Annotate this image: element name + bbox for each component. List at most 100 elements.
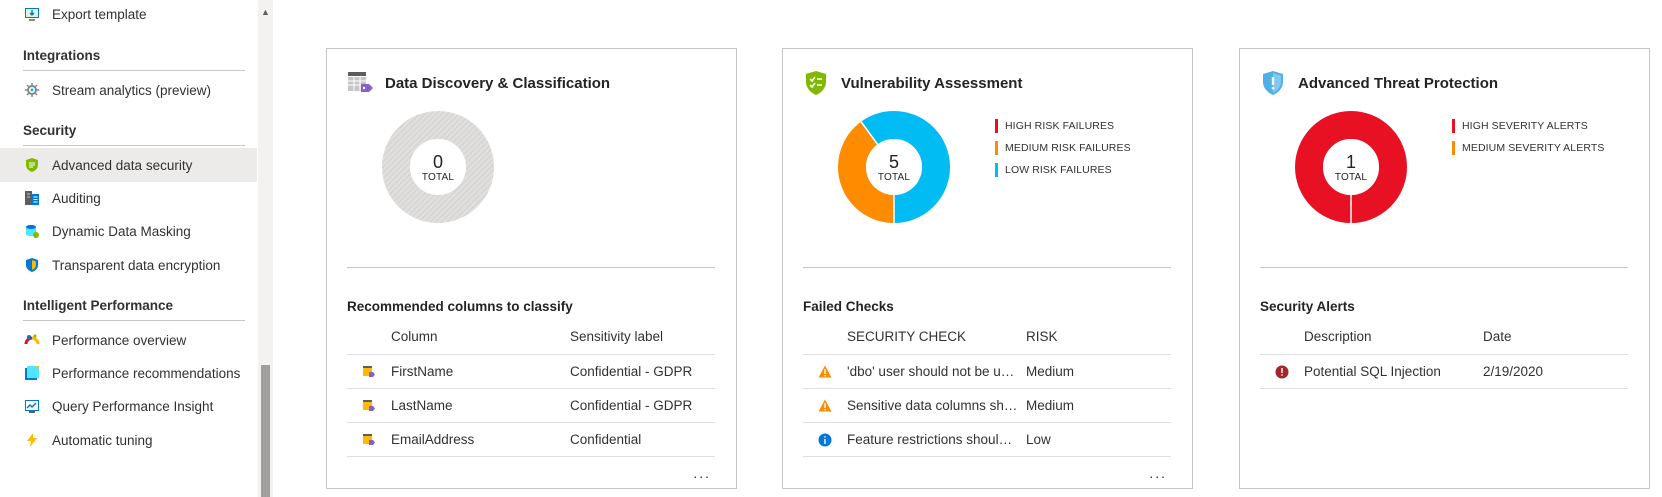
card-title: Vulnerability Assessment bbox=[841, 74, 1023, 92]
donut-total-value: 5 bbox=[888, 151, 899, 172]
sidebar-item-transparent-data-encryption[interactable]: Transparent data encryption bbox=[0, 248, 257, 282]
legend-item-low-risk[interactable]: LOW RISK FAILURES bbox=[995, 159, 1131, 181]
sidebar-item-label: Advanced data security bbox=[52, 157, 193, 173]
donut-total-label: TOTAL bbox=[877, 171, 911, 183]
recommended-columns-table: Column Sensitivity label FirstName Confi… bbox=[347, 319, 715, 457]
sidebar-scrollbar[interactable]: ▲ bbox=[258, 0, 273, 497]
sidebar-item-dynamic-data-masking[interactable]: Dynamic Data Masking bbox=[0, 214, 257, 248]
section-title: Security Alerts bbox=[1260, 299, 1355, 314]
donut-total-label: TOTAL bbox=[1334, 171, 1368, 183]
table-header-row: Column Sensitivity label bbox=[347, 319, 715, 355]
column-tag-icon bbox=[347, 433, 391, 447]
card-divider bbox=[803, 267, 1171, 268]
table-row[interactable]: FirstName Confidential - GDPR bbox=[347, 355, 715, 389]
column-tag-icon bbox=[347, 365, 391, 379]
table-row[interactable]: Feature restrictions should be enabled L… bbox=[803, 423, 1171, 457]
info-icon bbox=[803, 433, 847, 447]
chart-legend: HIGH SEVERITY ALERTS MEDIUM SEVERITY ALE… bbox=[1452, 115, 1604, 159]
table-header-row: Description Date bbox=[1260, 319, 1628, 355]
donut-total-value: 0 bbox=[432, 151, 443, 172]
chart-legend: HIGH RISK FAILURES MEDIUM RISK FAILURES … bbox=[995, 115, 1131, 181]
legend-item-medium-severity[interactable]: MEDIUM SEVERITY ALERTS bbox=[1452, 137, 1604, 159]
warning-icon bbox=[803, 399, 847, 412]
table-row[interactable]: Potential SQL Injection 2/19/2020 bbox=[1260, 355, 1628, 389]
sidebar-item-automatic-tuning[interactable]: Automatic tuning bbox=[0, 423, 257, 457]
donut-total-label: TOTAL bbox=[421, 171, 455, 183]
sidebar-section-security: Security bbox=[23, 123, 245, 146]
data-discovery-classification-card[interactable]: Data Discovery & Classification 0 TOTAL … bbox=[326, 48, 737, 489]
section-title: Failed Checks bbox=[803, 299, 894, 314]
section-title: Recommended columns to classify bbox=[347, 299, 573, 314]
scroll-up-arrow-icon[interactable]: ▲ bbox=[261, 6, 270, 17]
vulnerability-donut-chart bbox=[838, 111, 950, 223]
threat-donut-chart bbox=[1295, 111, 1407, 223]
warning-icon bbox=[803, 365, 847, 378]
sidebar-item-export-template[interactable]: Export template bbox=[0, 0, 257, 31]
query-performance-insight-icon bbox=[23, 397, 41, 415]
sidebar-item-advanced-data-security[interactable]: Advanced data security bbox=[0, 148, 257, 182]
table-row[interactable]: 'dbo' user should not be used for normal… bbox=[803, 355, 1171, 389]
card-header: Advanced Threat Protection bbox=[1260, 69, 1498, 97]
vulnerability-shield-icon bbox=[803, 69, 829, 97]
table-row[interactable]: Sensitive data columns should be classif… bbox=[803, 389, 1171, 423]
classification-donut-chart bbox=[382, 111, 494, 223]
legend-item-high-severity[interactable]: HIGH SEVERITY ALERTS bbox=[1452, 115, 1604, 137]
performance-overview-icon bbox=[23, 331, 41, 349]
table-row[interactable]: EmailAddress Confidential bbox=[347, 423, 715, 457]
sidebar-item-label: Dynamic Data Masking bbox=[52, 223, 191, 239]
sidebar-item-performance-recommendations[interactable]: Performance recommendations bbox=[0, 356, 257, 390]
sidebar-item-stream-analytics[interactable]: Stream analytics (preview) bbox=[0, 73, 257, 107]
column-header-sensitivity: Sensitivity label bbox=[570, 329, 664, 344]
more-ellipsis-button[interactable]: ... bbox=[693, 465, 711, 481]
stream-analytics-icon bbox=[23, 81, 41, 99]
dynamic-data-masking-icon bbox=[23, 222, 41, 240]
card-title: Data Discovery & Classification bbox=[385, 74, 611, 92]
table-header-row: SECURITY CHECK RISK bbox=[803, 319, 1171, 355]
card-header: Data Discovery & Classification bbox=[347, 69, 610, 97]
column-header-security-check: SECURITY CHECK bbox=[847, 329, 967, 344]
sidebar-item-label: Stream analytics (preview) bbox=[52, 82, 212, 98]
sidebar-item-label: Export template bbox=[52, 6, 147, 22]
column-header-date: Date bbox=[1483, 329, 1512, 344]
donut-hole bbox=[866, 139, 922, 195]
security-alerts-table: Description Date Potential SQL Injection… bbox=[1260, 319, 1628, 389]
legend-item-medium-risk[interactable]: MEDIUM RISK FAILURES bbox=[995, 137, 1131, 159]
sidebar-item-query-performance-insight[interactable]: Query Performance Insight bbox=[0, 389, 257, 423]
auditing-icon bbox=[23, 189, 41, 207]
export-template-icon bbox=[23, 5, 41, 23]
vulnerability-assessment-card[interactable]: Vulnerability Assessment 5 TOTAL HIGH RI… bbox=[782, 48, 1193, 489]
advanced-threat-protection-card[interactable]: Advanced Threat Protection 1 TOTAL HIGH … bbox=[1239, 48, 1650, 489]
card-divider bbox=[1260, 267, 1628, 268]
donut-total: 1 TOTAL bbox=[1295, 111, 1407, 223]
donut-hole bbox=[1323, 139, 1379, 195]
column-header-column: Column bbox=[391, 329, 438, 344]
threat-protection-shield-icon bbox=[1260, 69, 1286, 97]
more-ellipsis-button[interactable]: ... bbox=[1149, 465, 1167, 481]
card-header: Vulnerability Assessment bbox=[803, 69, 1022, 97]
sidebar-item-label: Automatic tuning bbox=[52, 432, 153, 448]
transparent-data-encryption-icon bbox=[23, 256, 41, 274]
legend-item-high-risk[interactable]: HIGH RISK FAILURES bbox=[995, 115, 1131, 137]
card-divider bbox=[347, 267, 715, 268]
column-tag-icon bbox=[347, 399, 391, 413]
performance-recommendations-icon bbox=[23, 364, 41, 382]
column-header-risk: RISK bbox=[1026, 329, 1058, 344]
donut-total-value: 1 bbox=[1345, 151, 1356, 172]
sidebar-item-auditing[interactable]: Auditing bbox=[0, 181, 257, 215]
donut-separator bbox=[860, 121, 879, 145]
sidebar-item-label: Performance overview bbox=[52, 332, 187, 348]
table-row[interactable]: LastName Confidential - GDPR bbox=[347, 389, 715, 423]
sidebar-item-performance-overview[interactable]: Performance overview bbox=[0, 323, 257, 357]
advanced-data-security-icon bbox=[23, 156, 41, 174]
sidebar-section-integrations: Integrations bbox=[23, 48, 245, 71]
scrollbar-thumb[interactable] bbox=[261, 365, 270, 497]
sidebar-section-intelligent-performance: Intelligent Performance bbox=[23, 298, 245, 321]
error-icon bbox=[1260, 365, 1304, 379]
sidebar-item-label: Query Performance Insight bbox=[52, 398, 214, 414]
card-title: Advanced Threat Protection bbox=[1298, 74, 1499, 92]
sidebar-item-label: Transparent data encryption bbox=[52, 257, 221, 273]
resource-menu-sidebar: Export template Integrations Stream anal… bbox=[0, 0, 273, 497]
data-classification-icon bbox=[347, 69, 373, 97]
sidebar-item-label: Auditing bbox=[52, 190, 101, 206]
donut-total: 5 TOTAL bbox=[838, 111, 950, 223]
